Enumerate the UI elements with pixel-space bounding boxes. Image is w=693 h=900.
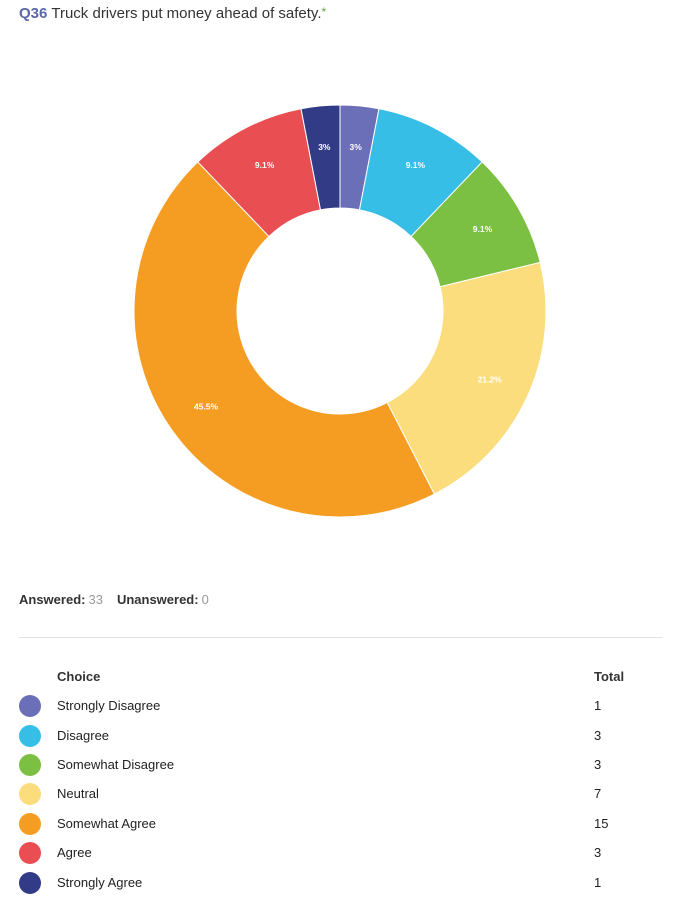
choice-label: Disagree — [57, 728, 110, 743]
question-title: Q36 Truck drivers put money ahead of safe… — [19, 5, 326, 22]
choice-total: 15 — [594, 816, 609, 831]
choice-total: 1 — [594, 698, 602, 713]
legend-swatch-somewhat-agree — [19, 813, 41, 835]
choice-header: Choice — [57, 669, 101, 684]
answered-count: 33 — [88, 592, 103, 607]
donut-slice-strongly-agree[interactable] — [300, 104, 341, 211]
table-row: Somewhat Disagree 3 — [0, 753, 693, 777]
choice-label: Neutral — [57, 786, 99, 801]
unanswered-label: Unanswered: — [116, 592, 199, 607]
data-label-disagree: 9.1% — [406, 160, 426, 170]
legend-swatch-somewhat-disagree — [19, 754, 41, 776]
legend-swatch-strongly-agree — [19, 872, 41, 894]
data-label-strongly-disagree: 3% — [349, 142, 362, 152]
choice-label: Agree — [57, 845, 92, 860]
table-row: Disagree 3 — [0, 724, 693, 748]
legend-swatch-agree — [19, 842, 41, 864]
choice-label: Somewhat Disagree — [57, 757, 175, 772]
choice-total: 3 — [594, 845, 602, 860]
choice-total: 7 — [594, 786, 602, 801]
legend-swatch-neutral — [19, 783, 41, 805]
answered-label: Answered: — [19, 592, 86, 607]
choice-total: 1 — [594, 875, 602, 890]
legend-swatch-strongly-disagree — [19, 695, 41, 717]
response-summary: Answered: 33 Unanswered: 0 — [19, 592, 209, 607]
required-mark: * — [321, 5, 327, 19]
question-text: Truck drivers put money ahead of safety. — [51, 5, 322, 22]
unanswered-count: 0 — [201, 592, 209, 607]
data-label-somewhat-agree: 45.5% — [194, 401, 219, 411]
data-label-neutral: 21.2% — [478, 374, 503, 384]
data-label-agree: 9.1% — [255, 160, 275, 170]
question-number: Q36 — [19, 5, 48, 22]
choice-label: Strongly Agree — [57, 875, 143, 890]
divider — [19, 637, 663, 638]
choice-total: 3 — [594, 757, 602, 772]
data-label-somewhat-disagree: 9.1% — [473, 224, 493, 234]
table-row: Neutral 7 — [0, 782, 693, 806]
choice-total: 3 — [594, 728, 602, 743]
table-row: Strongly Disagree 1 — [0, 694, 693, 718]
donut-slice-neutral[interactable] — [386, 261, 547, 495]
choice-label: Strongly Disagree — [57, 698, 161, 713]
table-row: Agree 3 — [0, 841, 693, 865]
choice-label: Somewhat Agree — [57, 816, 157, 831]
donut-chart: 3% 9.1% 9.1% 21.2% 45.5% 9.1% 3% — [133, 104, 547, 518]
table-row: Strongly Agree 1 — [0, 871, 693, 895]
total-header: Total — [594, 669, 625, 684]
donut-slice-somewhat-agree[interactable] — [133, 161, 436, 518]
legend-swatch-disagree — [19, 725, 41, 747]
data-label-strongly-agree: 3% — [318, 142, 331, 152]
table-row: Somewhat Agree 15 — [0, 812, 693, 836]
